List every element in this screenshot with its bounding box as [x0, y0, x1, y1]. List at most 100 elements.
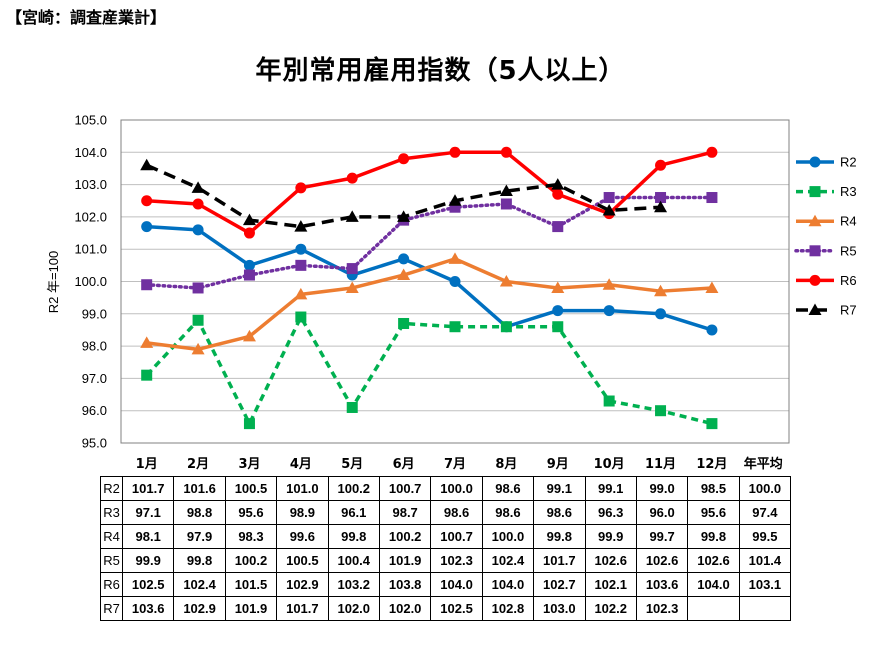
table-cell: 104.0: [481, 572, 535, 597]
x-tick-label: 4月: [290, 457, 312, 472]
y-tick-label: 103.0: [74, 177, 107, 192]
data-point: [552, 188, 564, 200]
table-cell: 104.0: [687, 572, 740, 597]
series-line: [146, 224, 713, 332]
y-tick-label: 101.0: [74, 242, 107, 257]
table-cell: 102.6: [635, 548, 689, 573]
y-tick-label: 99.0: [82, 306, 107, 321]
table-cell: 95.6: [224, 500, 278, 525]
plot-border: [120, 119, 790, 444]
table-cell: [687, 596, 740, 621]
table-cell: 102.9: [276, 572, 329, 597]
data-point: [705, 281, 719, 293]
data-table: R2 101.7 101.6 100.5 101.0 100.2 100.7 100.0 98.…: [100, 476, 792, 621]
table-cell: 101.7: [121, 476, 175, 501]
legend: R2 R3 R4 R5 R6 R7: [794, 155, 857, 318]
table-cell: 102.0: [378, 596, 432, 621]
data-point: [345, 210, 359, 222]
legend-marker: [808, 214, 822, 227]
data-point: [500, 321, 512, 333]
table-cell: 101.6: [173, 476, 226, 501]
data-point: [140, 158, 154, 171]
data-point: [345, 281, 359, 293]
table-cell: 98.7: [378, 500, 432, 525]
table-cell: 102.5: [121, 572, 175, 597]
legend-item-r5: R5: [794, 243, 857, 258]
table-cell: 103.8: [378, 572, 432, 597]
table-cell: 102.0: [327, 596, 380, 621]
legend-item-r2: R2: [796, 155, 857, 170]
series-r7: [140, 158, 668, 232]
table-cell: 97.1: [121, 500, 175, 525]
legend-marker: [809, 245, 821, 257]
x-tick-label: 9月: [547, 457, 569, 472]
data-point: [603, 192, 615, 204]
data-point: [397, 210, 411, 222]
table-cell: 99.8: [533, 524, 586, 549]
table-cell: 102.4: [481, 548, 535, 573]
table-cell: 100.7: [378, 476, 432, 501]
table-cell: 98.9: [276, 500, 329, 525]
table-cell: 99.9: [121, 548, 175, 573]
data-point: [242, 329, 256, 342]
table-cell: 100.0: [738, 476, 792, 501]
data-point: [295, 259, 307, 271]
table-cell: 101.7: [276, 596, 329, 621]
data-point: [449, 146, 461, 158]
x-tick-label: 6月: [393, 457, 415, 472]
legend-label: R5: [840, 243, 857, 258]
x-tick-label: 5月: [341, 457, 363, 472]
table-row: R6 102.5 102.4 101.5 102.9 103.2 103.8 104.0 104…: [100, 572, 792, 597]
data-point: [191, 342, 205, 355]
table-cell: 98.6: [481, 500, 535, 525]
series-lines: [140, 146, 719, 430]
y-tick-label: 96.0: [82, 403, 107, 418]
data-point: [552, 221, 564, 233]
data-point: [706, 324, 718, 336]
data-point: [551, 281, 565, 293]
data-point: [295, 311, 307, 323]
table-cell: 102.5: [430, 596, 483, 621]
table-cell: 100.2: [327, 476, 380, 501]
data-point: [706, 418, 718, 430]
data-point: [449, 321, 461, 333]
table-cell: 104.0: [430, 572, 483, 597]
x-axis-ticks: 1月 2月 3月 4月 5月 6月 7月 8月 9月 10月 11月 12月 年平均: [136, 456, 783, 472]
data-point: [398, 153, 410, 165]
table-cell: 99.8: [687, 524, 740, 549]
data-point: [192, 224, 204, 236]
data-point: [397, 268, 411, 281]
table-row-header: R3: [100, 500, 123, 525]
table-cell: 98.3: [224, 524, 278, 549]
legend-label: R4: [840, 214, 857, 229]
series-r3: [141, 311, 718, 430]
data-point: [243, 259, 255, 271]
chart-title: 年別常用雇用指数（5人以上）: [255, 56, 626, 86]
data-point: [655, 159, 667, 171]
data-point: [655, 192, 667, 204]
data-point: [448, 194, 462, 206]
data-point: [141, 221, 153, 233]
series-r5: [141, 192, 718, 294]
data-point: [448, 252, 462, 264]
data-point: [500, 198, 512, 210]
data-point: [398, 317, 410, 329]
data-point: [449, 276, 461, 287]
table-cell: 96.0: [635, 500, 689, 525]
table-cell: 101.5: [224, 572, 278, 597]
data-point: [140, 336, 154, 348]
table-cell: 103.0: [533, 596, 586, 621]
table-cell: 102.6: [584, 548, 637, 573]
data-point: [243, 227, 255, 239]
series-line: [146, 257, 713, 352]
data-point: [243, 269, 255, 281]
table-cell: 101.7: [533, 548, 586, 573]
table-cell: [738, 596, 792, 621]
table-cell: 100.5: [224, 476, 278, 501]
table-cell: 96.1: [327, 500, 380, 525]
y-tick-label: 100.0: [74, 274, 107, 289]
series-line: [145, 315, 713, 426]
table-row: R2 101.7 101.6 100.5 101.0 100.2 100.7 100.0 98.…: [100, 476, 792, 501]
data-point: [141, 369, 153, 381]
table-cell: 102.9: [173, 596, 226, 621]
